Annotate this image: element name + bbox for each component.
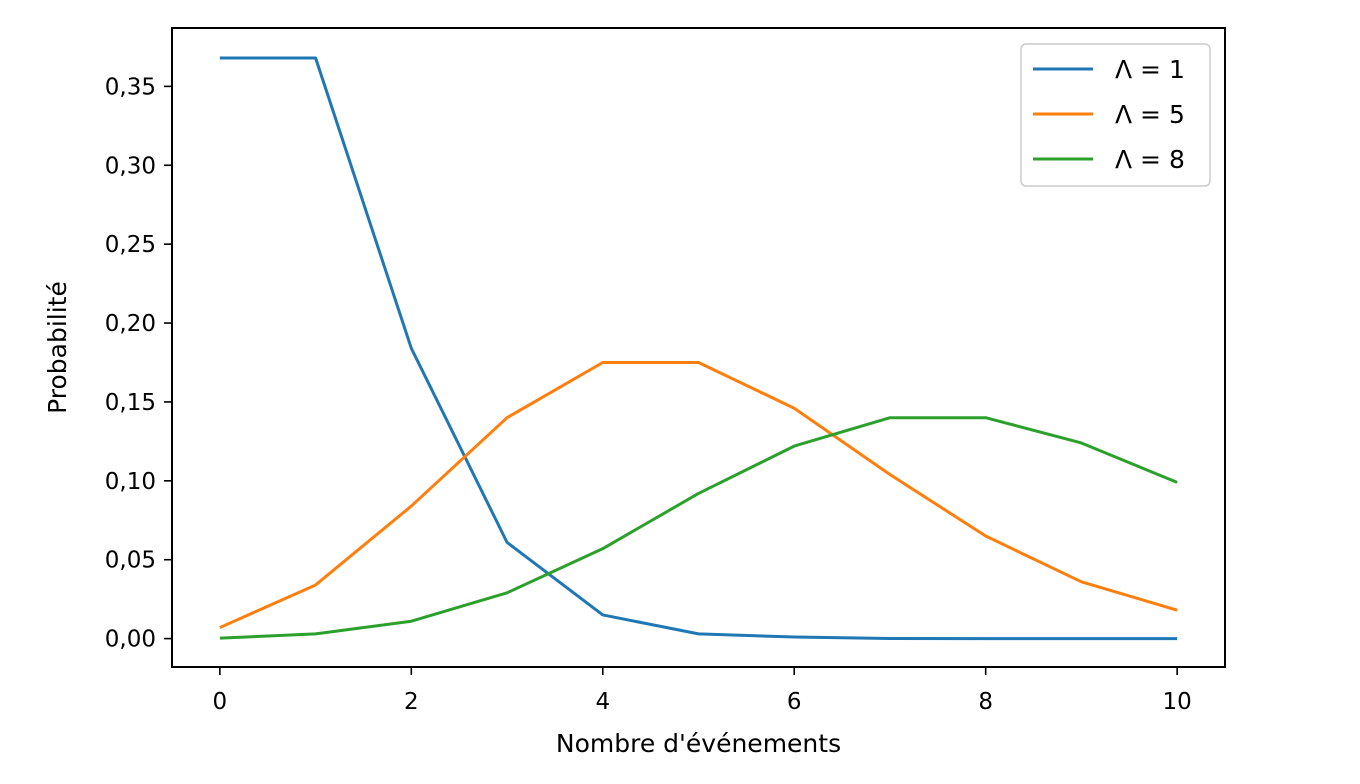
series-layer xyxy=(219,56,1178,641)
x-tick-label: 10 xyxy=(1162,689,1191,715)
y-tick-label: 0,00 xyxy=(105,627,156,653)
series-line-3 xyxy=(219,416,1178,640)
y-tick-label: 0,20 xyxy=(105,311,156,337)
series-line-1 xyxy=(219,56,1178,641)
y-tick-label: 0,15 xyxy=(105,390,156,416)
legend-label-3: Λ = 8 xyxy=(1115,145,1185,174)
y-tick-label: 0,35 xyxy=(105,74,156,100)
x-tick-label: 8 xyxy=(978,689,993,715)
x-tick-label: 0 xyxy=(213,689,228,715)
y-tick-label: 0,10 xyxy=(105,469,156,495)
x-axis-label: Nombre d'événements xyxy=(556,729,841,758)
legend-label-2: Λ = 5 xyxy=(1115,100,1185,129)
x-tick-label: 2 xyxy=(404,689,419,715)
series-line-2 xyxy=(219,360,1178,629)
y-tick-label: 0,05 xyxy=(105,548,156,574)
axes-frame xyxy=(171,27,1226,668)
axes-layer: 0 2 4 6 8 10 0,00 0,05 0,10 0,15 0,20 0,25 0,30 0,35 N… xyxy=(43,27,1226,758)
x-tick-label: 6 xyxy=(787,689,802,715)
x-tick-label: 4 xyxy=(595,689,610,715)
legend-box xyxy=(1020,43,1211,187)
legend-label-1: Λ = 1 xyxy=(1115,55,1185,84)
y-axis-label: Probabilité xyxy=(43,281,72,414)
y-tick-label: 0,30 xyxy=(105,153,156,179)
y-tick-label: 0,25 xyxy=(105,232,156,258)
legend: Λ = 1 Λ = 5 Λ = 8 xyxy=(1020,43,1211,187)
